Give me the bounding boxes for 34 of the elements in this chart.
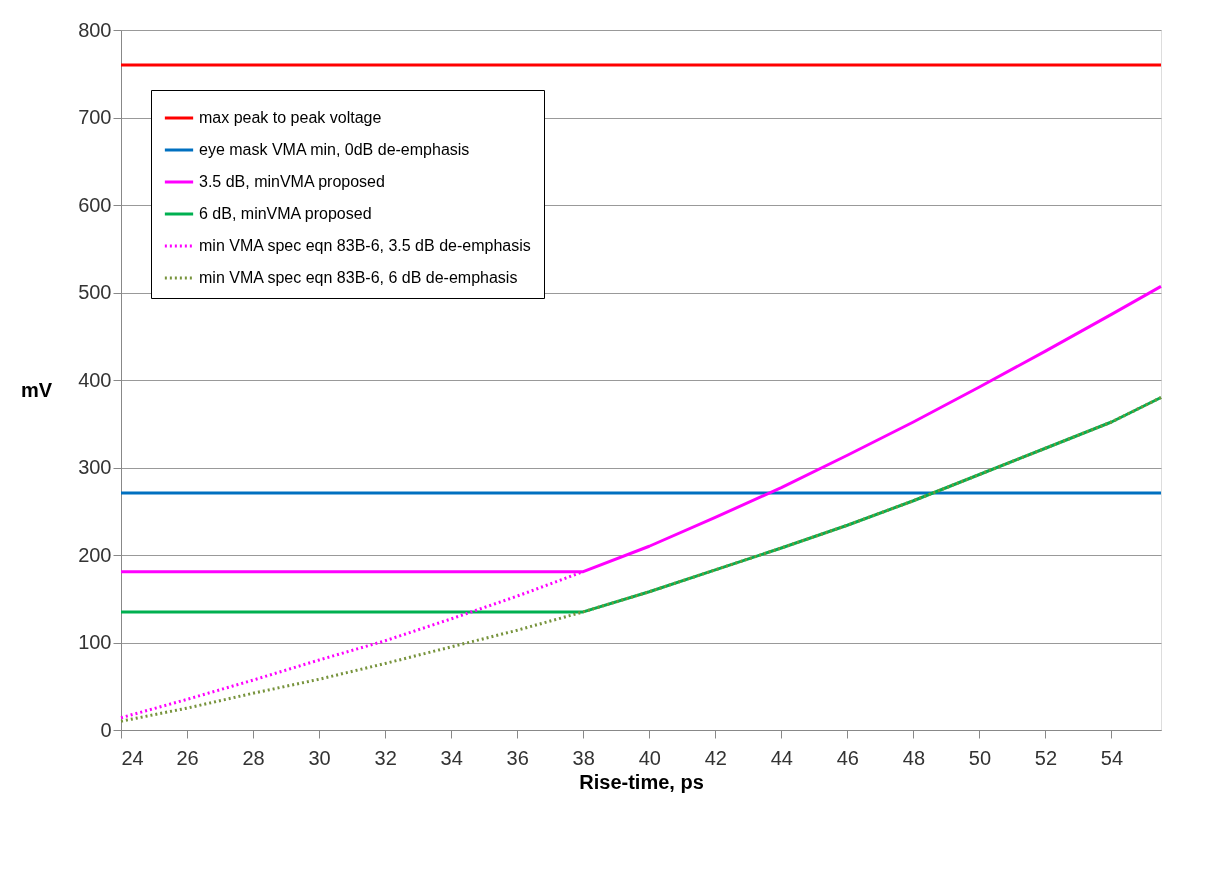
x-tick-label: 54 — [1100, 746, 1124, 769]
y-tick-label: 700 — [78, 106, 112, 128]
y-tick-label: 400 — [78, 368, 112, 391]
y-tick-label: 0 — [100, 718, 112, 741]
x-tick-label: 50 — [968, 746, 992, 769]
x-axis-title: Rise-time, ps — [579, 770, 704, 793]
y-tick-label: 100 — [78, 631, 112, 653]
x-tick-label: 44 — [770, 746, 793, 769]
x-tick-label: 40 — [638, 746, 661, 769]
x-tick-label: 48 — [902, 746, 926, 769]
y-tick-label: 600 — [78, 193, 112, 216]
x-tick-label: 26 — [176, 746, 199, 769]
legend-label: 3.5 dB, minVMA proposed — [199, 173, 385, 190]
legend-label: min VMA spec eqn 83B-6, 3.5 dB de-emphasis — [199, 237, 531, 254]
y-tick-label: 300 — [78, 456, 112, 478]
x-tick-label: 52 — [1034, 746, 1058, 769]
x-tick-label: 38 — [572, 746, 595, 769]
x-tick-label: 34 — [440, 746, 463, 769]
legend-label: eye mask VMA min, 0dB de-emphasis — [199, 141, 470, 158]
x-tick-label: 36 — [506, 746, 529, 769]
legend-label: 6 dB, minVMA proposed — [199, 205, 372, 222]
x-tick-label: 46 — [836, 746, 859, 769]
x-tick-label: 30 — [308, 746, 331, 769]
x-tick-label: 28 — [242, 746, 265, 769]
x-tick-label: 42 — [704, 746, 727, 769]
legend-label: max peak to peak voltage — [199, 109, 382, 126]
y-tick-label: 200 — [78, 543, 112, 566]
y-axis-title: mV — [20, 378, 53, 401]
y-tick-label: 800 — [78, 18, 112, 41]
line-series — [119, 396, 1163, 723]
y-tick-label: 500 — [78, 281, 112, 303]
legend-label: min VMA spec eqn 83B-6, 6 dB de-emphasis — [199, 269, 518, 286]
x-tick-label: 24 — [121, 746, 144, 769]
x-tick-label: 32 — [374, 746, 397, 769]
